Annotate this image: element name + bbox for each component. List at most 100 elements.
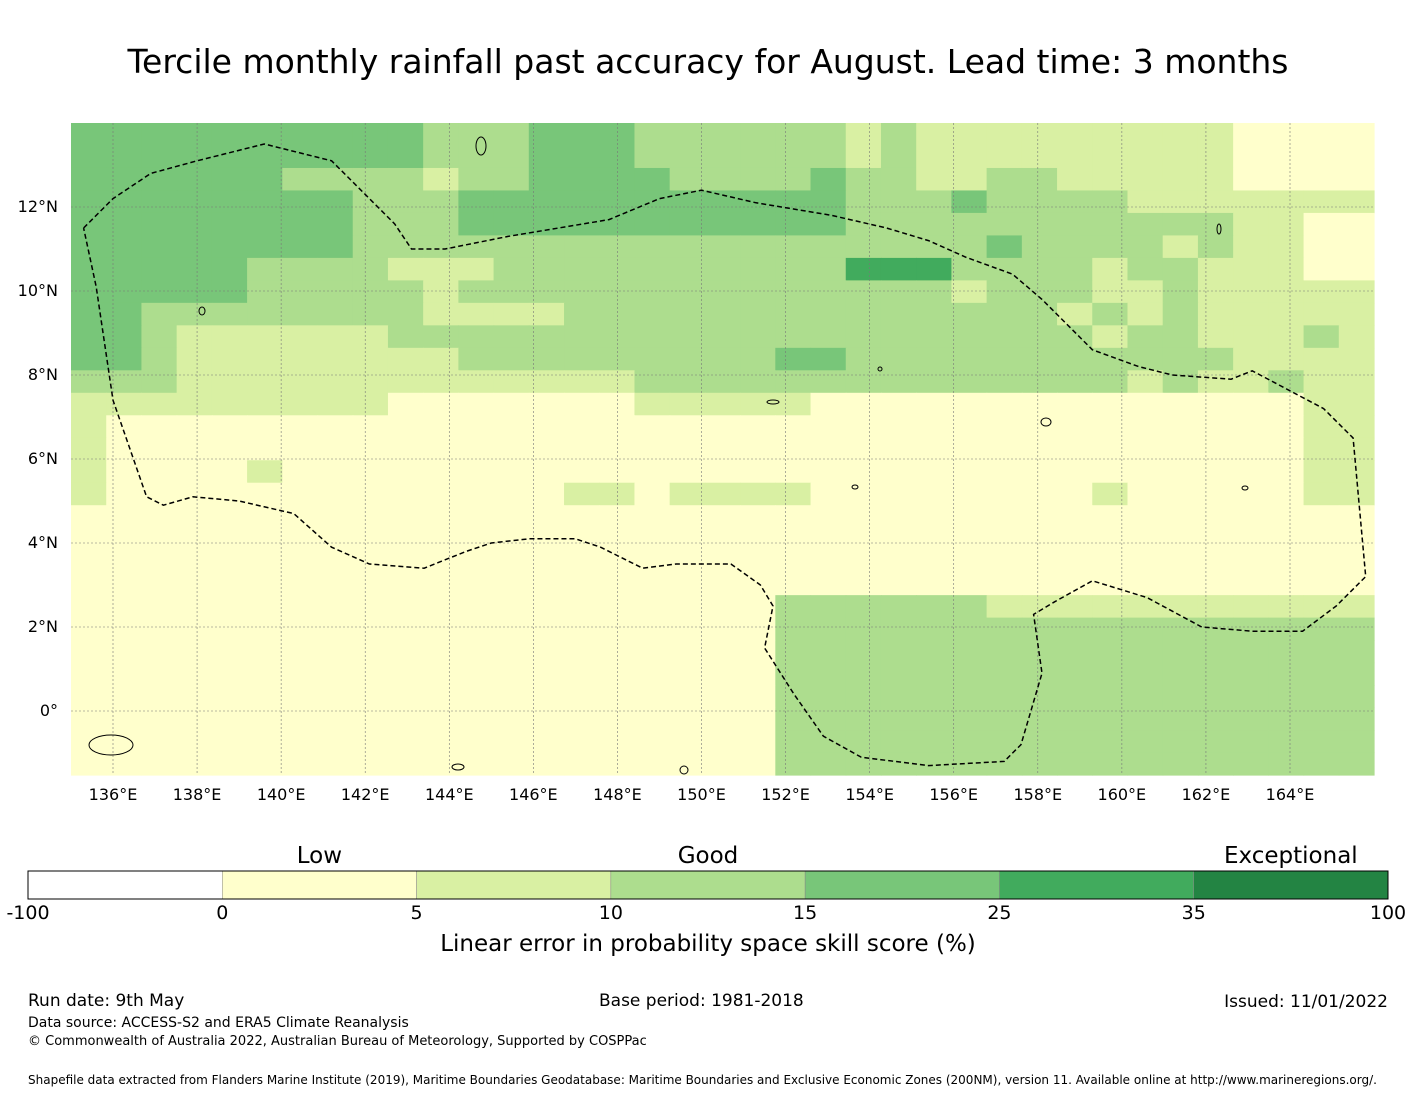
skill-cell — [740, 437, 776, 461]
skill-cell — [141, 550, 178, 574]
skill-cell — [599, 190, 636, 214]
skill-cell — [1303, 707, 1340, 731]
skill-cell — [845, 730, 882, 754]
skill-cell — [1162, 707, 1199, 731]
skill-cell — [1233, 370, 1269, 394]
skill-cell — [740, 460, 776, 484]
colorbar-swatch — [222, 870, 417, 900]
island-outline — [851, 484, 859, 490]
skill-cell — [141, 280, 178, 304]
skill-cell — [1197, 482, 1234, 506]
skill-cell — [1338, 707, 1375, 731]
skill-cell — [845, 280, 882, 304]
skill-cell — [880, 123, 917, 147]
skill-cell — [951, 527, 988, 551]
skill-cell — [528, 190, 565, 214]
skill-cell — [423, 257, 459, 281]
skill-cell — [247, 280, 283, 304]
skill-cell — [458, 617, 495, 641]
skill-cell — [845, 437, 882, 461]
skill-cell — [1127, 212, 1164, 237]
latitude-label: 8°N — [27, 365, 58, 384]
colorbar-label: Linear error in probability space skill … — [440, 931, 976, 957]
skill-cell — [387, 527, 424, 551]
skill-cell — [1127, 595, 1164, 619]
skill-cell — [1162, 415, 1199, 439]
skill-cell — [986, 617, 1023, 641]
skill-cell — [1021, 685, 1058, 709]
skill-cell — [775, 212, 812, 237]
skill-grid-cells — [71, 123, 1375, 776]
skill-cell — [317, 640, 354, 664]
skill-cell — [1233, 595, 1269, 619]
skill-cell — [141, 572, 178, 596]
longitude-label: 148°E — [593, 785, 642, 804]
skill-cell — [1162, 347, 1199, 371]
skill-cell — [1021, 212, 1058, 237]
longitude-label: 144°E — [424, 785, 474, 804]
skill-cell — [282, 707, 319, 731]
skill-cell — [669, 235, 706, 259]
skill-cell — [493, 685, 530, 709]
skill-cell — [1338, 212, 1375, 237]
skill-cell — [880, 707, 917, 731]
skill-cell — [1092, 662, 1129, 686]
skill-cell — [1127, 235, 1164, 259]
skill-cell — [1233, 640, 1269, 664]
skill-cell — [1233, 302, 1269, 326]
skill-cell — [810, 640, 847, 664]
skill-cell — [493, 280, 530, 304]
skill-cell — [247, 325, 283, 349]
skill-cell — [458, 505, 495, 529]
skill-cell — [106, 347, 143, 371]
skill-cell — [1197, 257, 1234, 281]
skill-cell — [211, 392, 248, 416]
skill-cell — [1092, 550, 1129, 574]
skill-cell — [71, 167, 107, 192]
skill-cell — [810, 415, 847, 439]
skill-cell — [1162, 505, 1199, 529]
skill-cell — [951, 123, 988, 147]
skill-cell — [352, 527, 389, 551]
skill-cell — [634, 302, 671, 326]
skill-cell — [1057, 325, 1093, 349]
skill-cell — [1338, 752, 1375, 776]
skill-cell — [1233, 325, 1269, 349]
skill-cell — [740, 235, 776, 259]
skill-cell — [1057, 505, 1093, 529]
skill-cell — [352, 302, 389, 326]
skill-cell — [71, 550, 107, 574]
skill-cell — [810, 505, 847, 529]
skill-cell — [458, 370, 495, 394]
skill-cell — [493, 482, 530, 506]
skill-cell — [352, 145, 389, 169]
skill-cell — [775, 302, 812, 326]
skill-cell — [141, 123, 178, 147]
skill-cell — [423, 662, 459, 686]
skill-cell — [740, 752, 776, 776]
skill-cell — [458, 415, 495, 439]
skill-cell — [387, 437, 424, 461]
skill-cell — [845, 527, 882, 551]
skill-cell — [634, 640, 671, 664]
skill-cell — [211, 527, 248, 551]
skill-cell — [564, 662, 600, 686]
skill-cell — [740, 370, 776, 394]
skill-cell — [1197, 527, 1234, 551]
skill-cell — [1127, 685, 1164, 709]
skill-cell — [106, 370, 143, 394]
skill-cell — [916, 595, 953, 619]
skill-cell — [387, 730, 424, 754]
skill-cell — [880, 190, 917, 214]
skill-cell — [106, 730, 143, 754]
colorbar-swatch — [804, 870, 1000, 900]
skill-cell — [634, 347, 671, 371]
skill-cell — [1057, 527, 1093, 551]
skill-cell — [1197, 325, 1234, 349]
skill-cell — [1021, 662, 1058, 686]
skill-cell — [1303, 730, 1340, 754]
skill-cell — [493, 752, 530, 776]
skill-cell — [458, 190, 495, 214]
skill-cell — [282, 662, 319, 686]
skill-cell — [1092, 730, 1129, 754]
